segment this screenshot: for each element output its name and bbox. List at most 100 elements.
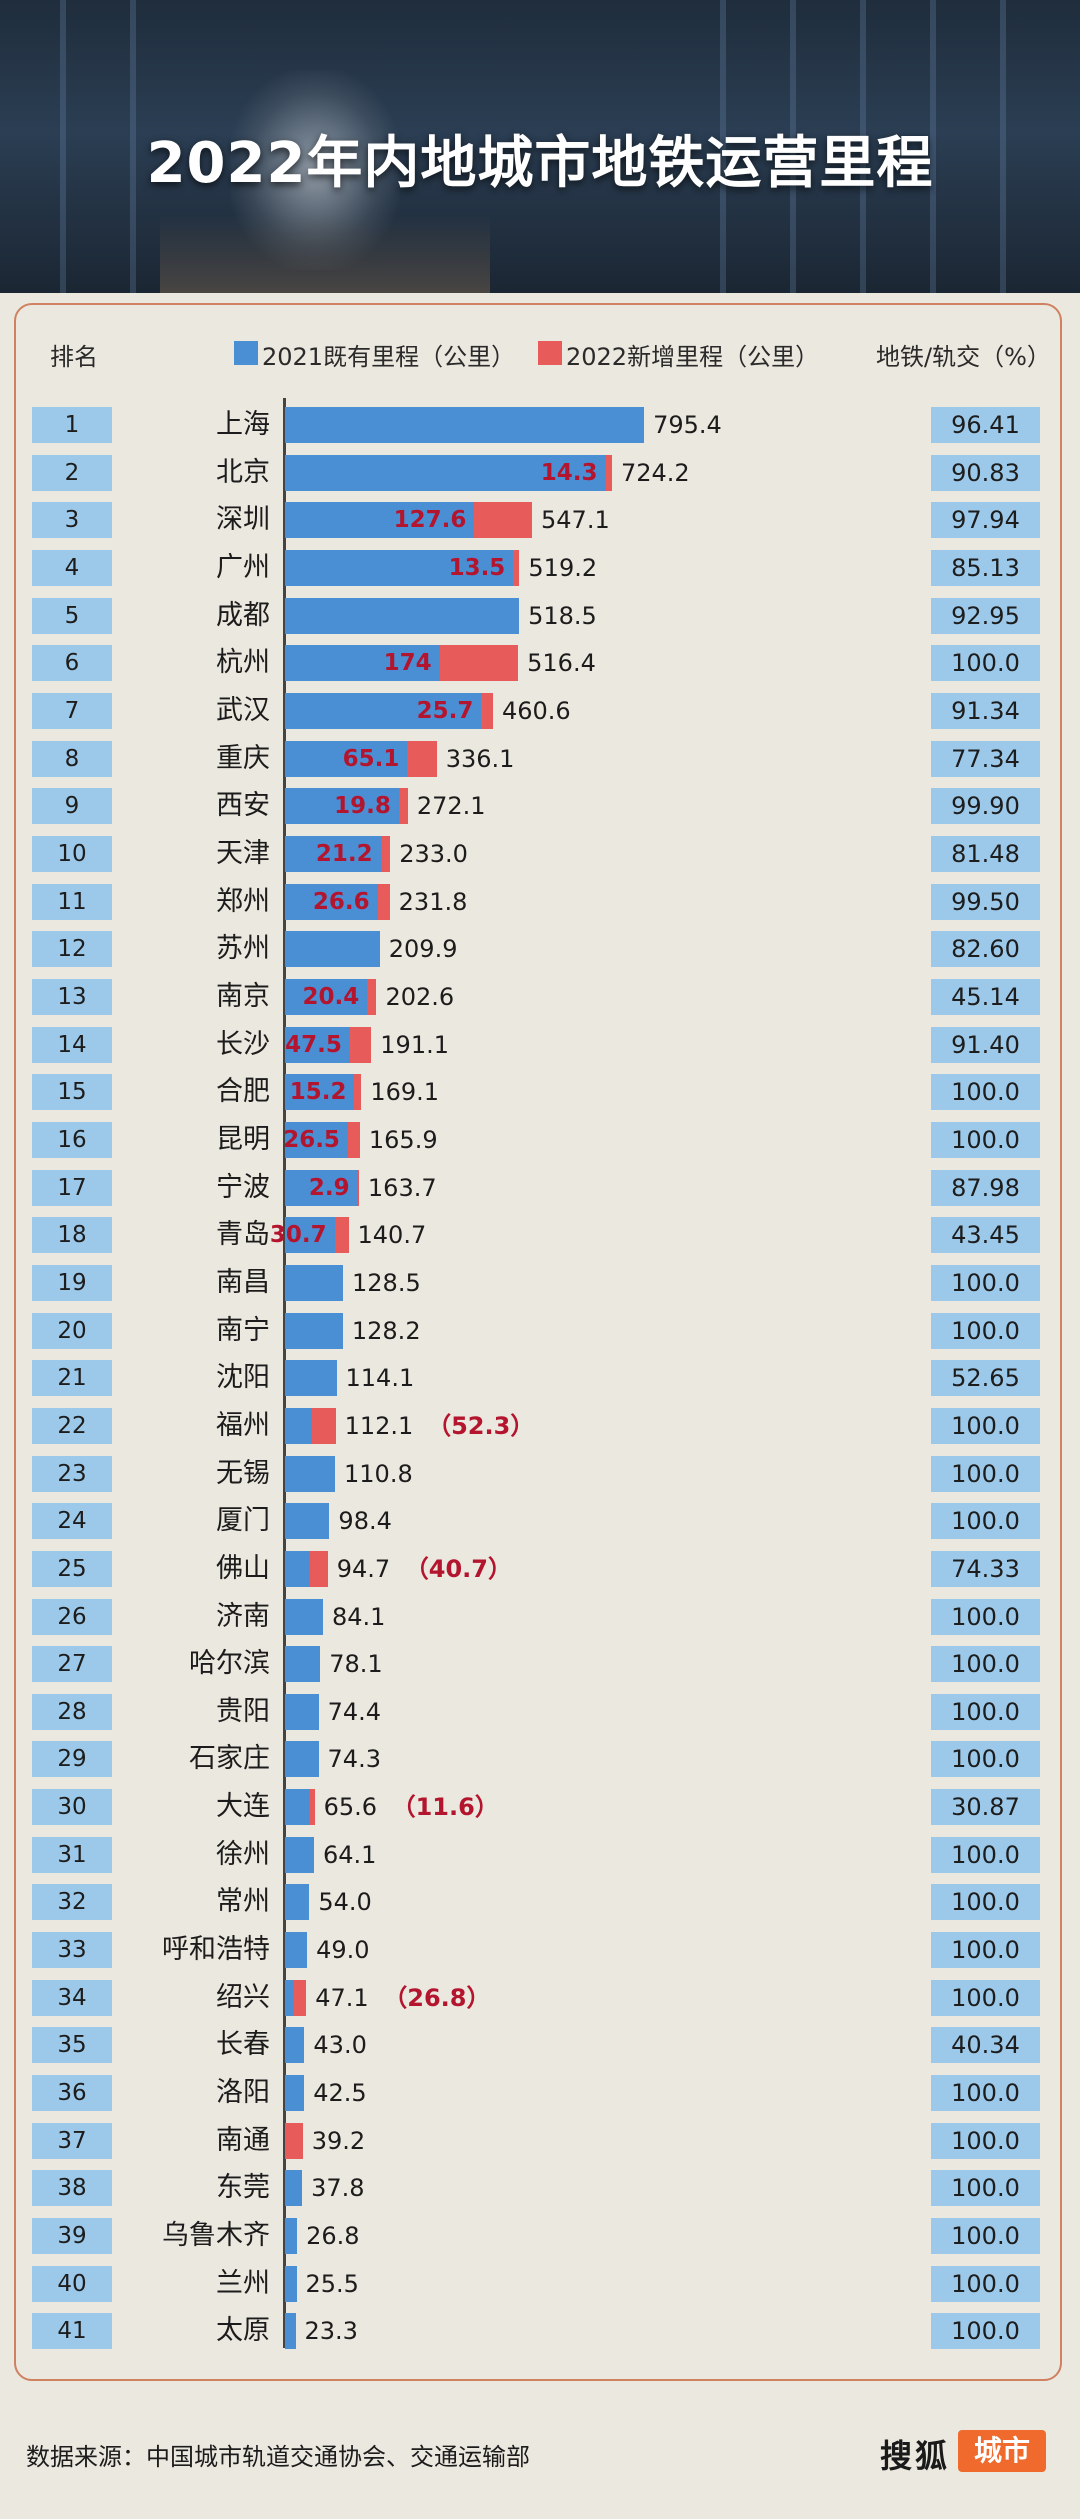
rank-cell: 15: [32, 1074, 112, 1110]
added-value-label: 25.7: [416, 698, 474, 724]
metro-share-cell: 100.0: [931, 1313, 1040, 1349]
total-value-label: 209.9: [388, 935, 458, 963]
city-label: 苏州: [216, 933, 270, 964]
bar-existing: [285, 931, 380, 967]
legend-label-existing: 2021既有里程（公里）: [262, 343, 516, 371]
metro-share-cell: 100.0: [931, 1265, 1040, 1301]
bar-added: [398, 788, 408, 824]
city-label: 宁波: [216, 1172, 270, 1203]
metro-share-cell: 100.0: [931, 1932, 1040, 1968]
bar-existing: [285, 2218, 298, 2254]
city-label: 哈尔滨: [189, 1648, 270, 1679]
rank-cell: 7: [32, 693, 112, 729]
total-value-label: 98.4: [338, 1507, 392, 1535]
rank-cell: 32: [32, 1884, 112, 1920]
added-value-label: 26.5: [283, 1127, 340, 1153]
total-value-label: 272.1: [416, 792, 486, 820]
legend-swatch-added: [538, 341, 562, 365]
bar-added: [309, 1789, 315, 1825]
metro-share-cell: 99.90: [931, 788, 1040, 824]
city-label: 南通: [216, 2125, 270, 2156]
bar-existing: [285, 1694, 319, 1730]
total-value-label: 233.0: [399, 840, 468, 868]
city-label: 东莞: [216, 2172, 270, 2203]
metro-share-cell: 90.83: [931, 455, 1040, 491]
total-value-label: 724.2: [620, 459, 690, 487]
metro-share-cell: 100.0: [931, 1837, 1040, 1873]
bar-existing: [285, 1456, 336, 1492]
city-label: 常州: [216, 1886, 270, 1917]
rank-cell: 18: [32, 1217, 112, 1253]
rank-cell: 24: [32, 1503, 112, 1539]
city-label: 乌鲁木齐: [162, 2220, 270, 2251]
metro-share-cell: 82.60: [931, 931, 1040, 967]
city-label: 长春: [216, 2029, 270, 2060]
rank-cell: 11: [32, 884, 112, 920]
rank-cell: 6: [32, 645, 112, 681]
city-label: 厦门: [216, 1505, 270, 1536]
bar-existing: [285, 1646, 321, 1682]
bar-existing: [285, 550, 514, 586]
banner-decor: [860, 0, 866, 293]
rank-cell: 30: [32, 1789, 112, 1825]
bar-existing: [285, 598, 520, 634]
rank-cell: 8: [32, 741, 112, 777]
metro-share-cell: 52.65: [931, 1360, 1040, 1396]
total-value-label: 49.0: [316, 1936, 370, 1964]
bar-added: [285, 2123, 303, 2159]
bar-added: [294, 1980, 307, 2016]
bar-added: [513, 550, 520, 586]
metro-share-cell: 100.0: [931, 1456, 1040, 1492]
city-label: 太原: [216, 2315, 270, 2346]
city-label: 济南: [216, 1601, 270, 1632]
city-label: 郑州: [216, 886, 270, 917]
rank-cell: 35: [32, 2027, 112, 2063]
total-value-label: 169.1: [370, 1078, 440, 1106]
total-value-label: 112.1: [344, 1412, 414, 1440]
rank-cell: 5: [32, 598, 112, 634]
metro-share-cell: 100.0: [931, 2266, 1040, 2302]
city-label: 西安: [216, 790, 270, 821]
metro-share-cell: 81.48: [931, 836, 1040, 872]
total-value-label: 128.5: [352, 1269, 421, 1297]
total-value-label: 42.5: [313, 2079, 367, 2107]
legend-swatch-existing: [234, 341, 258, 365]
city-label: 杭州: [216, 647, 270, 678]
total-value-label: 202.6: [385, 983, 455, 1011]
rank-header: 排名: [50, 343, 98, 371]
bar-added: [347, 1122, 360, 1158]
city-label: 南昌: [216, 1267, 270, 1298]
bar-added: [439, 645, 519, 681]
total-value-label: 74.4: [327, 1698, 382, 1726]
rank-cell: 33: [32, 1932, 112, 1968]
metro-share-cell: 100.0: [931, 2123, 1040, 2159]
total-value-label: 78.1: [329, 1650, 383, 1678]
bar-existing: [285, 1980, 295, 2016]
banner-decor: [130, 0, 136, 293]
bar-added: [349, 1027, 372, 1063]
bar-existing: [285, 1789, 310, 1825]
bar-existing: [285, 1408, 312, 1444]
rank-cell: 22: [32, 1408, 112, 1444]
bar-added: [377, 884, 390, 920]
bar-added: [367, 979, 377, 1015]
rank-cell: 29: [32, 1741, 112, 1777]
rank-cell: 26: [32, 1599, 112, 1635]
city-label: 洛阳: [216, 2077, 270, 2108]
total-value-label: 231.8: [398, 888, 468, 916]
metro-share-cell: 91.34: [931, 693, 1040, 729]
total-value-label: 110.8: [344, 1460, 413, 1488]
bar-existing: [285, 1551, 310, 1587]
bar-existing: [285, 1599, 323, 1635]
rank-cell: 20: [32, 1313, 112, 1349]
city-label: 长沙: [216, 1029, 270, 1060]
bar-existing: [285, 1741, 319, 1777]
bar-existing: [285, 1360, 337, 1396]
ratio-header: 地铁/轨交（%）: [876, 343, 1051, 371]
bar-existing: [285, 2075, 305, 2111]
bar-existing: [285, 693, 482, 729]
city-label: 广州: [216, 552, 270, 583]
total-value-label: 94.7: [336, 1555, 391, 1583]
city-label: 南京: [216, 981, 270, 1012]
metro-share-cell: 100.0: [931, 645, 1040, 681]
